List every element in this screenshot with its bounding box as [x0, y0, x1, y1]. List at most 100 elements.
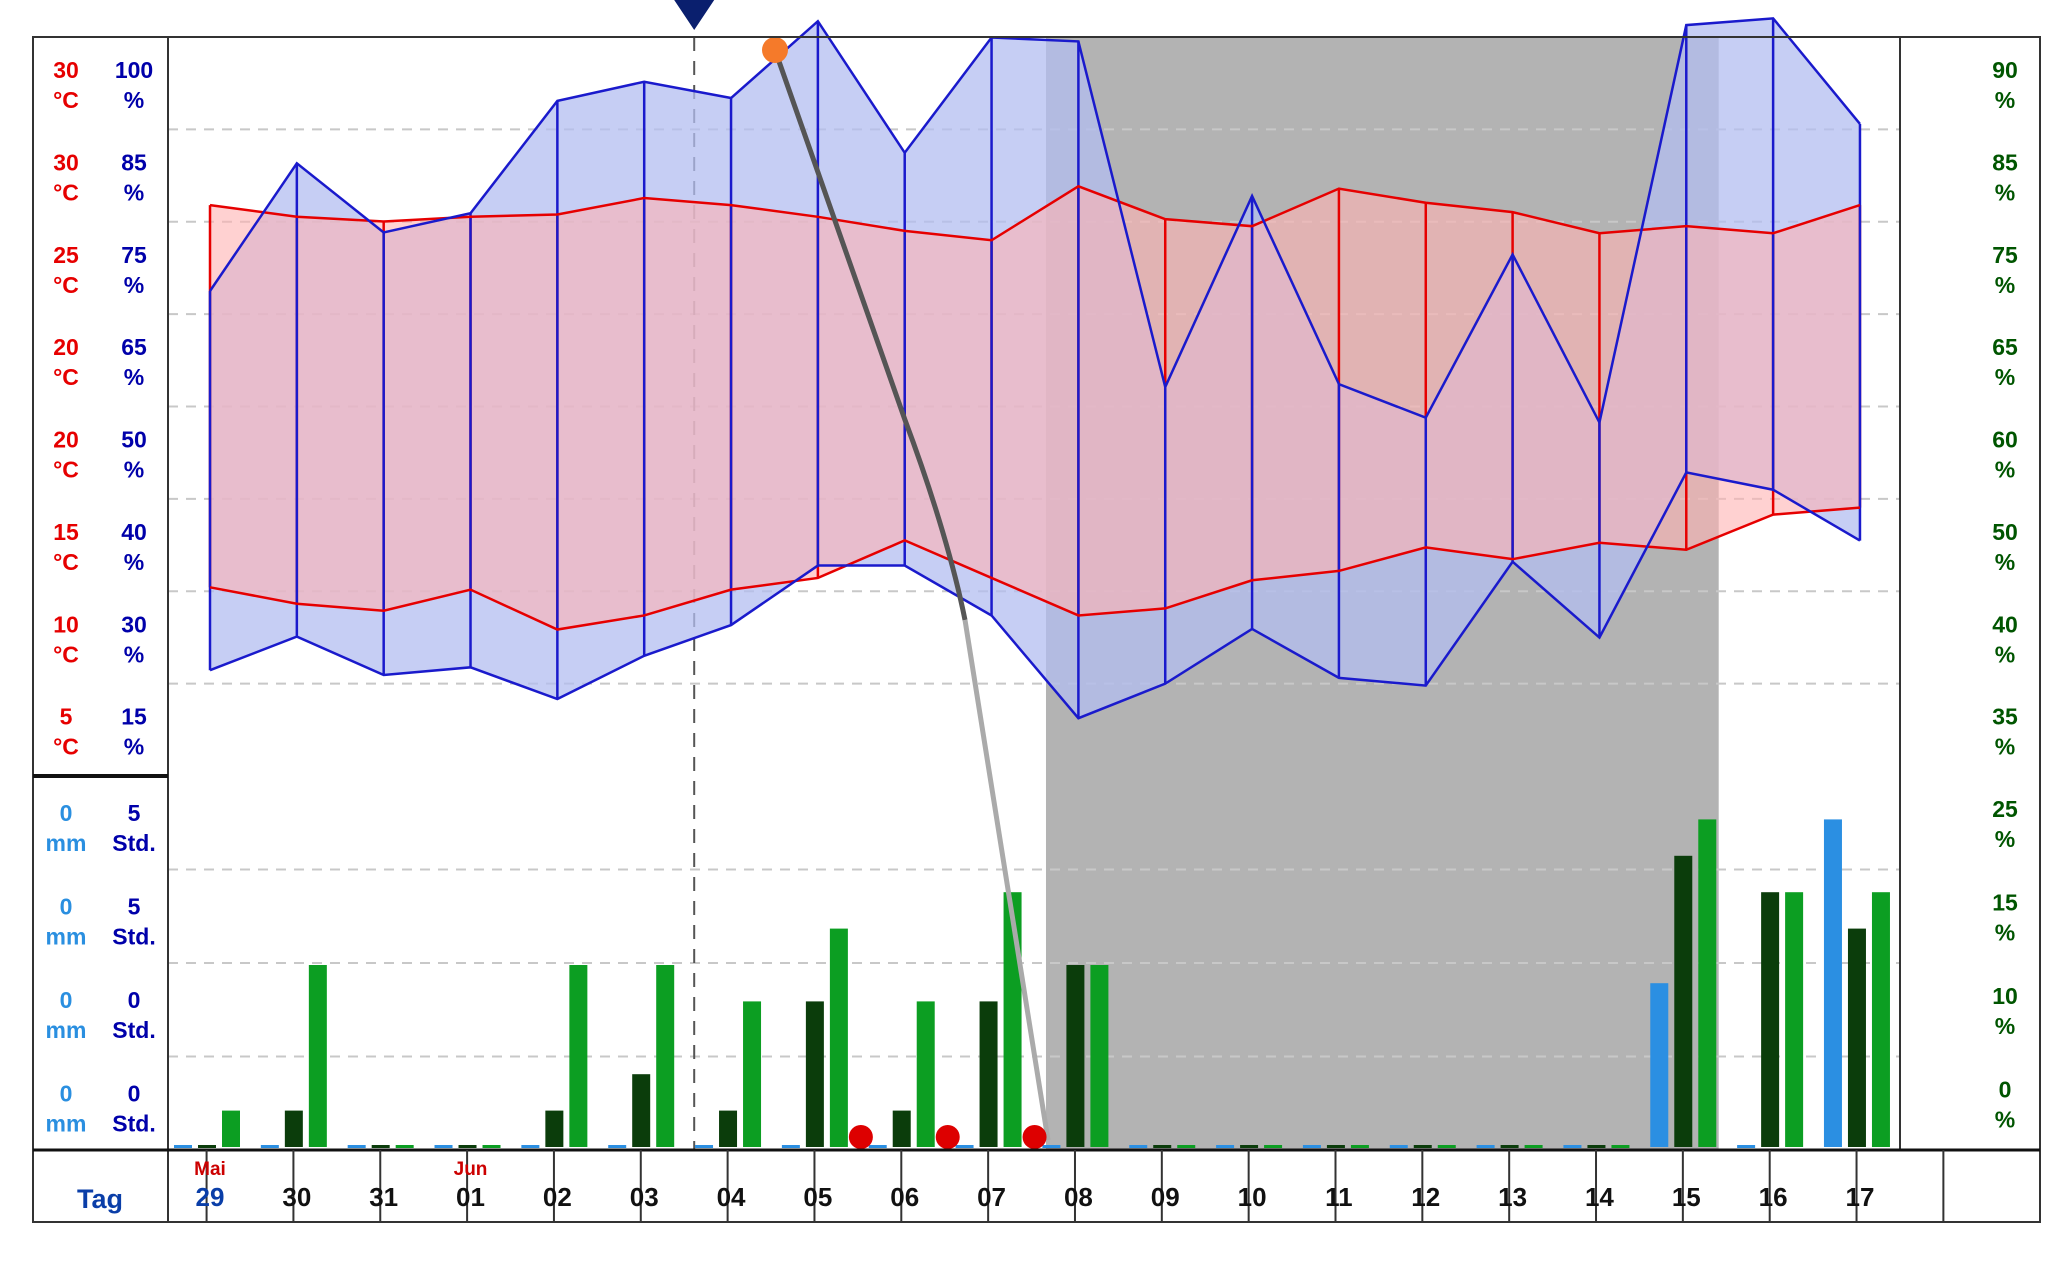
bar-sonnenstunden	[458, 1145, 477, 1148]
right-axis-value: 35	[1992, 704, 2018, 730]
sun-axis-value: 5	[128, 800, 141, 826]
day-label: 31	[369, 1182, 398, 1212]
bar-sonnenstunden	[979, 1001, 998, 1147]
bar-niederschlag	[174, 1145, 192, 1148]
right-axis-value: 85	[1992, 149, 2018, 175]
bar-sonnenstunden	[284, 1110, 303, 1147]
day-label: 06	[890, 1182, 919, 1212]
humidity-axis-unit: %	[124, 641, 144, 667]
bar-niederschlag	[1389, 1145, 1408, 1148]
temp-axis-value: 25	[53, 242, 79, 268]
day-label: 01	[456, 1182, 485, 1212]
bar-sonnenstunden	[1847, 928, 1866, 1147]
bar-niederschlag	[695, 1145, 714, 1148]
bar-niederschlag	[955, 1145, 974, 1148]
month-label: Jun	[454, 1159, 488, 1180]
bar-sonnenstunden	[1413, 1145, 1432, 1148]
day-label: 04	[717, 1182, 746, 1212]
precip-sunshine-bars	[174, 819, 1890, 1148]
right-axis-value: 60	[1992, 427, 2018, 453]
humidity-axis-unit: %	[124, 457, 144, 483]
right-axis-unit: %	[1995, 920, 2015, 946]
sun-axis-value: 0	[128, 1081, 141, 1107]
x-axis-label: Tag	[77, 1184, 123, 1214]
temp-axis-value: 5	[60, 704, 73, 730]
bar-sonnenstunden	[545, 1110, 564, 1147]
day-label: 11	[1325, 1182, 1353, 1212]
day-label: 30	[282, 1182, 311, 1212]
chart-frame	[32, 36, 2041, 1223]
bar-sonnenstunden	[1500, 1145, 1519, 1148]
right-axis-value: 50	[1992, 519, 2018, 545]
sun-axis-value: 5	[128, 894, 141, 920]
today-arrow	[674, 0, 715, 30]
temp-axis-unit: °C	[53, 87, 79, 113]
sun-axis-value: 0	[128, 987, 141, 1013]
day-labels: Tag 29 30 31 01 02 03 04 05 06 07 08 09 10 11 12 13 14 15 1…	[77, 1159, 1874, 1214]
sun-curve	[772, 49, 968, 621]
precip-axis-value: 0	[60, 800, 73, 826]
bar-sonnenstunden	[1761, 892, 1780, 1147]
bar-niederschlag	[1216, 1145, 1235, 1148]
temperature-humidity-areas	[208, 17, 1862, 720]
bar-sonnenschein-relativ	[1524, 1145, 1543, 1148]
temp-axis-value: 20	[53, 334, 79, 360]
red-marker	[848, 1125, 873, 1149]
bar-sonnenschein-relativ	[569, 965, 588, 1147]
bar-niederschlag	[1042, 1145, 1061, 1148]
bar-sonnenstunden	[1153, 1145, 1172, 1148]
bar-sonnenschein-relativ	[1611, 1145, 1630, 1148]
bar-niederschlag	[1823, 819, 1842, 1147]
right-axis-value: 75	[1992, 242, 2018, 268]
right-axis-unit: %	[1995, 826, 2015, 852]
right-axis-value: 40	[1992, 611, 2018, 637]
bar-sonnenstunden	[719, 1110, 738, 1147]
bar-niederschlag	[868, 1145, 887, 1148]
bar-niederschlag	[434, 1145, 453, 1148]
right-axis-unit: %	[1995, 734, 2015, 760]
humidity-axis-value: 15	[121, 704, 147, 730]
temp-axis-unit: °C	[53, 734, 79, 760]
temp-axis-unit: °C	[53, 457, 79, 483]
bar-niederschlag	[1563, 1145, 1582, 1148]
right-axis-value: 15	[1992, 890, 2018, 916]
bar-sonnenstunden	[805, 1001, 824, 1147]
right-axis-value: 65	[1992, 334, 2018, 360]
day-label: 12	[1411, 1182, 1440, 1212]
day-label: 05	[803, 1182, 832, 1212]
bar-sonnenstunden	[1587, 1145, 1606, 1148]
bar-sonnenschein-relativ	[1871, 892, 1890, 1147]
day-label: 02	[543, 1182, 572, 1212]
temp-axis-unit: °C	[53, 364, 79, 390]
temp-axis-value: 10	[53, 611, 79, 637]
right-axis-unit: %	[1995, 641, 2015, 667]
day-label: 08	[1064, 1182, 1093, 1212]
right-axis-unit: %	[1995, 179, 2015, 205]
day-label: 15	[1672, 1182, 1701, 1212]
precip-axis-unit: mm	[46, 1017, 87, 1043]
bar-sonnenschein-relativ	[829, 928, 848, 1147]
sun-axis-unit: Std.	[112, 1017, 155, 1043]
bar-niederschlag	[608, 1145, 627, 1148]
precip-axis-value: 0	[60, 987, 73, 1013]
day-label: 14	[1585, 1182, 1614, 1212]
bar-niederschlag	[521, 1145, 540, 1148]
humidity-axis-unit: %	[124, 87, 144, 113]
bar-sonnenschein-relativ	[916, 1001, 935, 1147]
right-axis-unit: %	[1995, 87, 2015, 113]
bar-niederschlag	[1476, 1145, 1495, 1148]
bar-sonnenschein-relativ	[395, 1145, 414, 1148]
bar-sonnenschein-relativ	[1437, 1145, 1456, 1148]
sun-axis-unit: Std.	[112, 1111, 155, 1137]
temp-axis-value: 15	[53, 519, 79, 545]
bar-niederschlag	[260, 1145, 279, 1148]
bar-sonnenstunden	[632, 1074, 651, 1147]
right-axis-unit: %	[1995, 364, 2015, 390]
bar-niederschlag	[1302, 1145, 1321, 1148]
bar-sonnenschein-relativ	[1698, 819, 1717, 1147]
day-label: 16	[1759, 1182, 1788, 1212]
bar-sonnenstunden	[1066, 965, 1085, 1147]
bar-sonnenschein-relativ	[743, 1001, 762, 1147]
day-label: 07	[977, 1182, 1006, 1212]
